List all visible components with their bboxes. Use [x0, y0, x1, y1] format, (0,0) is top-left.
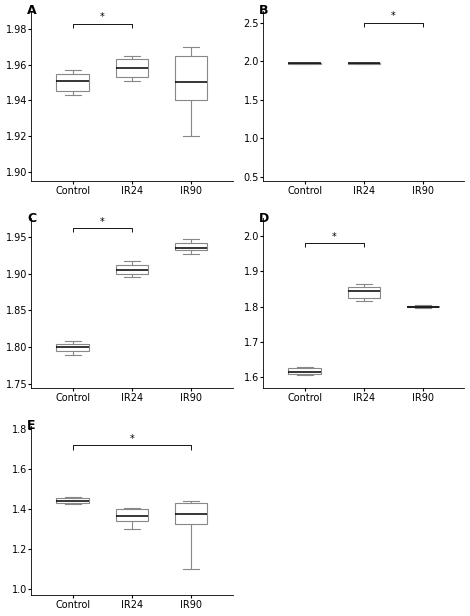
PathPatch shape: [175, 55, 207, 100]
Text: E: E: [27, 419, 36, 432]
PathPatch shape: [407, 306, 439, 307]
PathPatch shape: [348, 287, 380, 298]
PathPatch shape: [56, 344, 89, 351]
Text: C: C: [27, 211, 37, 225]
Text: B: B: [259, 4, 269, 17]
PathPatch shape: [56, 73, 89, 91]
PathPatch shape: [116, 509, 148, 521]
Text: *: *: [100, 12, 105, 22]
PathPatch shape: [116, 59, 148, 77]
PathPatch shape: [175, 503, 207, 524]
PathPatch shape: [348, 63, 380, 64]
PathPatch shape: [289, 63, 321, 64]
PathPatch shape: [56, 498, 89, 503]
Text: *: *: [100, 217, 105, 227]
PathPatch shape: [289, 368, 321, 373]
PathPatch shape: [116, 265, 148, 274]
Text: *: *: [332, 232, 337, 241]
Text: A: A: [27, 4, 37, 17]
Text: *: *: [130, 434, 134, 444]
Text: *: *: [391, 11, 396, 22]
Text: D: D: [259, 211, 269, 225]
PathPatch shape: [175, 243, 207, 250]
